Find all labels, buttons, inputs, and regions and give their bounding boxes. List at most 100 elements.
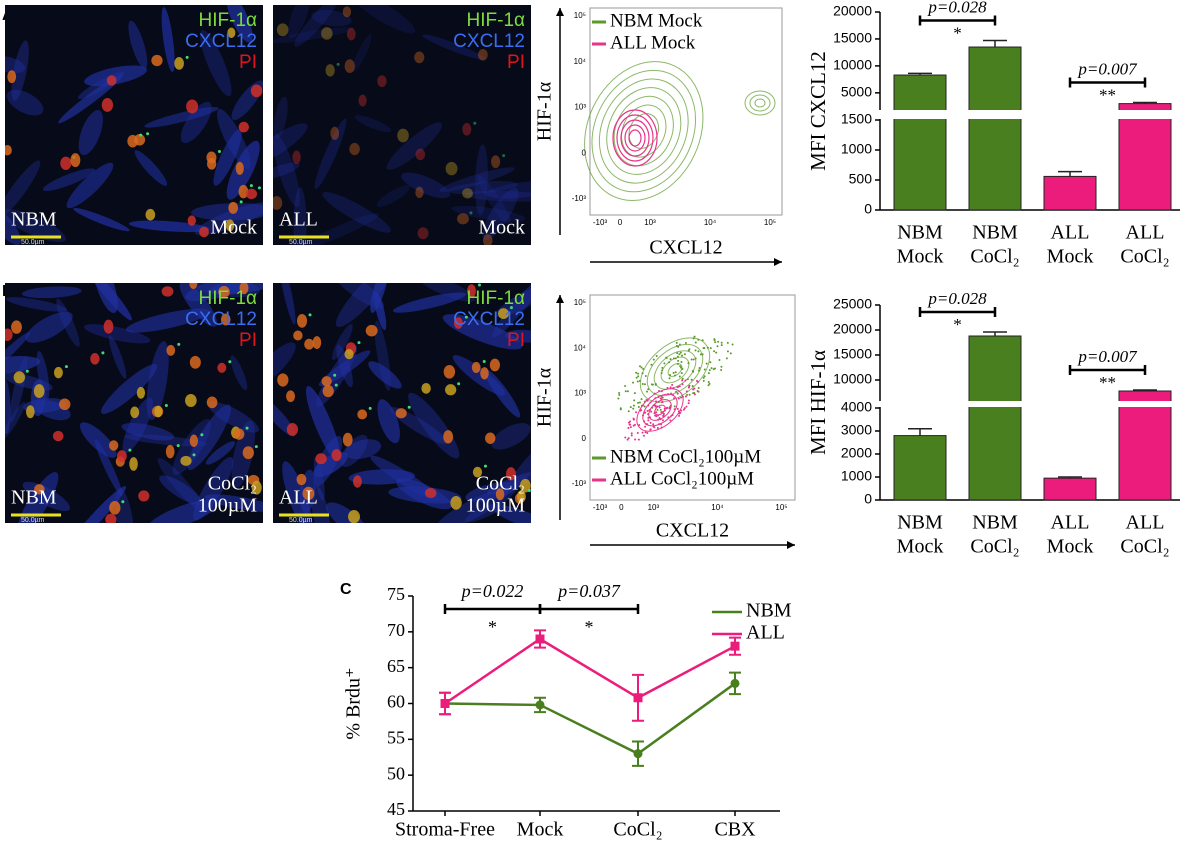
- cell-body: [482, 187, 519, 241]
- y-axis-label: HIF-1α: [534, 367, 556, 427]
- nucleus: [217, 362, 227, 373]
- dot: [666, 406, 669, 409]
- error-bar: [1133, 101, 1157, 104]
- stain-label: HIF-1α: [467, 10, 526, 31]
- dot: [676, 407, 679, 410]
- dot: [627, 437, 630, 440]
- x-tick-label: Stroma-Free: [395, 819, 495, 841]
- x-tick-label: Mock: [1047, 246, 1094, 268]
- y-tick-label: 20000: [833, 321, 872, 337]
- nucleus: [245, 188, 258, 200]
- dot: [618, 391, 621, 394]
- nucleus: [13, 371, 26, 384]
- dot: [624, 385, 627, 388]
- dot: [646, 390, 649, 393]
- nucleus: [145, 208, 156, 221]
- contour: [624, 124, 646, 152]
- y-tick-label: 65: [387, 656, 405, 676]
- point: [535, 700, 545, 710]
- dot: [635, 376, 638, 379]
- nucleus: [417, 227, 429, 240]
- nucleus: [53, 366, 63, 379]
- dot: [627, 410, 630, 413]
- nucleus: [5, 328, 13, 342]
- bar: [968, 335, 1022, 501]
- nucleus: [349, 142, 360, 156]
- dot: [683, 353, 686, 356]
- cell-body: [376, 185, 411, 207]
- cell-body: [273, 134, 300, 208]
- nucleus: [462, 188, 473, 199]
- cell-label: ALL: [279, 209, 318, 231]
- significance-stars: **: [1099, 373, 1116, 392]
- nucleus: [321, 376, 332, 387]
- dot: [683, 407, 686, 410]
- cell-body: [273, 123, 308, 164]
- x-tick-label: CoCl₂: [613, 819, 662, 841]
- nucleus: [304, 338, 315, 350]
- speck: [25, 369, 29, 373]
- dot: [679, 351, 682, 354]
- dot: [707, 372, 710, 375]
- dot: [637, 375, 640, 378]
- dot: [709, 347, 712, 350]
- cell-body: [66, 162, 114, 209]
- nucleus: [397, 128, 409, 143]
- axis-break: [892, 110, 948, 119]
- x-tick-label: CoCl₂: [1120, 536, 1169, 558]
- x-tick-label: 10⁵: [775, 503, 787, 512]
- cell-body: [492, 283, 531, 338]
- cell-body: [56, 298, 80, 347]
- y-axis-label: HIF-1α: [534, 81, 556, 141]
- dot: [677, 397, 680, 400]
- nucleus: [273, 196, 283, 210]
- nucleus: [189, 434, 199, 447]
- x-tick-label: CoCl₂: [970, 536, 1019, 558]
- y-tick-label: 70: [387, 620, 405, 640]
- series-line: [444, 637, 736, 705]
- condition-label: 100µM: [466, 495, 526, 517]
- speck: [254, 445, 258, 449]
- nucleus: [166, 344, 176, 356]
- dot: [718, 359, 721, 362]
- p-value: p=0.028: [927, 289, 987, 308]
- dot: [668, 377, 671, 380]
- dot: [692, 358, 695, 361]
- speck: [308, 313, 312, 317]
- speck: [128, 448, 132, 452]
- y-tick-label: 15000: [833, 30, 872, 46]
- cell-body: [121, 422, 175, 441]
- cell-body: [318, 350, 371, 387]
- arrow-head: [556, 8, 564, 16]
- contour: [606, 87, 682, 175]
- dot: [638, 424, 641, 427]
- nucleus: [189, 283, 198, 289]
- dot: [715, 351, 718, 354]
- stain-label: HIF-1α: [467, 288, 526, 309]
- y-axis-label: MFI HIF-1α: [806, 350, 830, 455]
- nucleus: [498, 308, 509, 320]
- dot: [705, 362, 708, 365]
- dot: [643, 405, 646, 408]
- speck: [177, 342, 181, 346]
- nucleus: [7, 70, 17, 84]
- cell-body: [392, 292, 466, 313]
- dot: [644, 383, 647, 386]
- dot: [707, 381, 710, 384]
- contour: [660, 356, 690, 384]
- legend-label: ALL CoCl₂100µM: [610, 468, 754, 489]
- dot: [694, 341, 697, 344]
- cell-body: [159, 475, 203, 505]
- dot: [708, 369, 711, 372]
- y-tick-label: 1000: [841, 468, 872, 484]
- dot: [720, 341, 723, 344]
- dot: [628, 423, 631, 426]
- nucleus: [482, 234, 493, 245]
- nucleus: [105, 513, 117, 523]
- cell-body: [484, 368, 521, 418]
- nucleus: [116, 450, 127, 462]
- x-tick-label: ALL: [1126, 222, 1165, 244]
- dot: [652, 423, 655, 426]
- cell-body: [230, 355, 248, 391]
- cell-body: [325, 502, 367, 523]
